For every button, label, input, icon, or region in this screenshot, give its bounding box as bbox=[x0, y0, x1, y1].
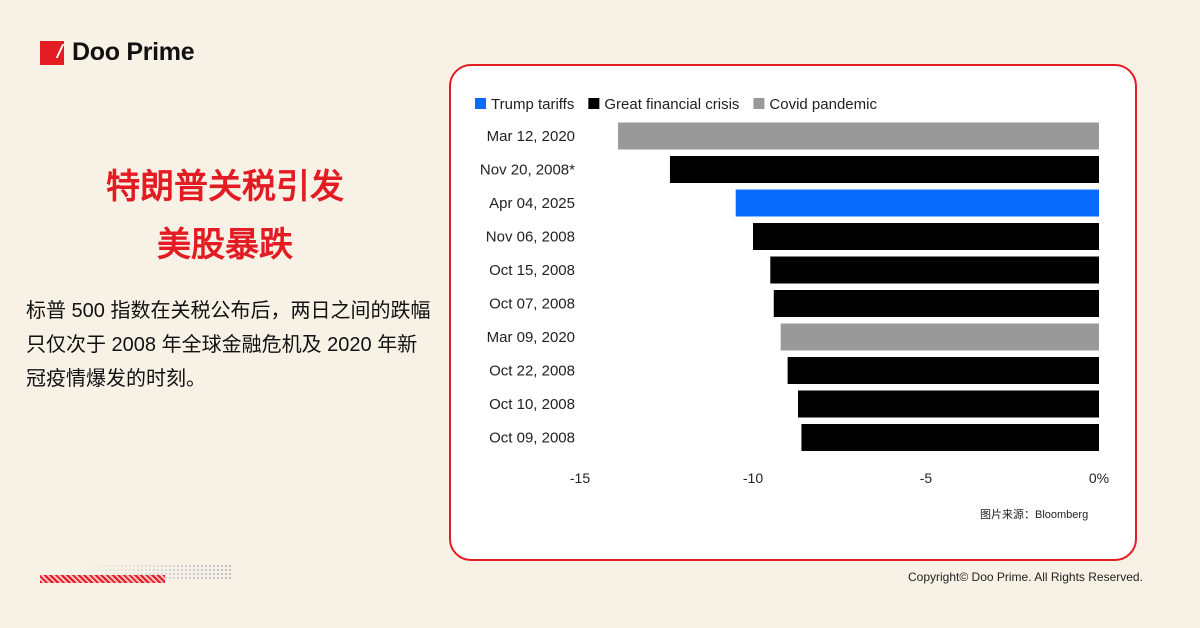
bar bbox=[753, 223, 1099, 250]
x-tick-label: -5 bbox=[920, 470, 933, 486]
legend-label: Trump tariffs bbox=[491, 96, 574, 113]
description: 标普 500 指数在关税公布后，两日之间的跌幅只仅次于 2008 年全球金融危机… bbox=[26, 300, 431, 390]
category-label: Oct 15, 2008 bbox=[489, 262, 575, 279]
bar bbox=[770, 256, 1099, 284]
bar bbox=[669, 156, 1099, 183]
legend-label: Covid pandemic bbox=[769, 96, 877, 113]
x-tick-label: 0% bbox=[1089, 470, 1109, 486]
headline: 特朗普关税引发 美股暴跌 bbox=[0, 158, 450, 274]
category-label: Nov 20, 2008* bbox=[480, 162, 575, 179]
bar bbox=[735, 189, 1099, 217]
headline-line-2: 美股暴跌 bbox=[157, 226, 293, 264]
copyright: Copyright© Doo Prime. All Rights Reserve… bbox=[908, 570, 1143, 584]
bar bbox=[801, 424, 1099, 451]
legend-swatch bbox=[753, 98, 765, 109]
logo-icon bbox=[40, 40, 64, 65]
x-tick-label: -10 bbox=[743, 470, 763, 486]
brand-name: Doo Prime bbox=[72, 38, 195, 66]
legend-swatch bbox=[475, 98, 486, 109]
bar bbox=[618, 122, 1099, 150]
category-label: Nov 06, 2008 bbox=[486, 229, 575, 246]
logo: Doo Prime bbox=[40, 38, 195, 67]
category-label: Oct 22, 2008 bbox=[489, 363, 575, 380]
bar bbox=[780, 323, 1099, 351]
legend-label: Great financial crisis bbox=[604, 96, 739, 113]
bar bbox=[797, 390, 1099, 418]
bar bbox=[773, 290, 1099, 317]
decorative-stripe bbox=[40, 575, 165, 583]
category-label: Oct 07, 2008 bbox=[489, 296, 575, 313]
bar bbox=[787, 357, 1099, 384]
category-label: Mar 12, 2020 bbox=[487, 128, 575, 145]
x-tick-label: -15 bbox=[570, 470, 590, 486]
legend-swatch bbox=[588, 98, 600, 109]
category-label: Oct 10, 2008 bbox=[489, 396, 575, 413]
headline-line-1: 特朗普关税引发 bbox=[106, 168, 344, 206]
category-label: Apr 04, 2025 bbox=[489, 195, 575, 212]
category-label: Oct 09, 2008 bbox=[489, 430, 575, 447]
category-label: Mar 09, 2020 bbox=[487, 329, 575, 346]
source-note: 图片来源：Bloomberg bbox=[980, 509, 1089, 521]
